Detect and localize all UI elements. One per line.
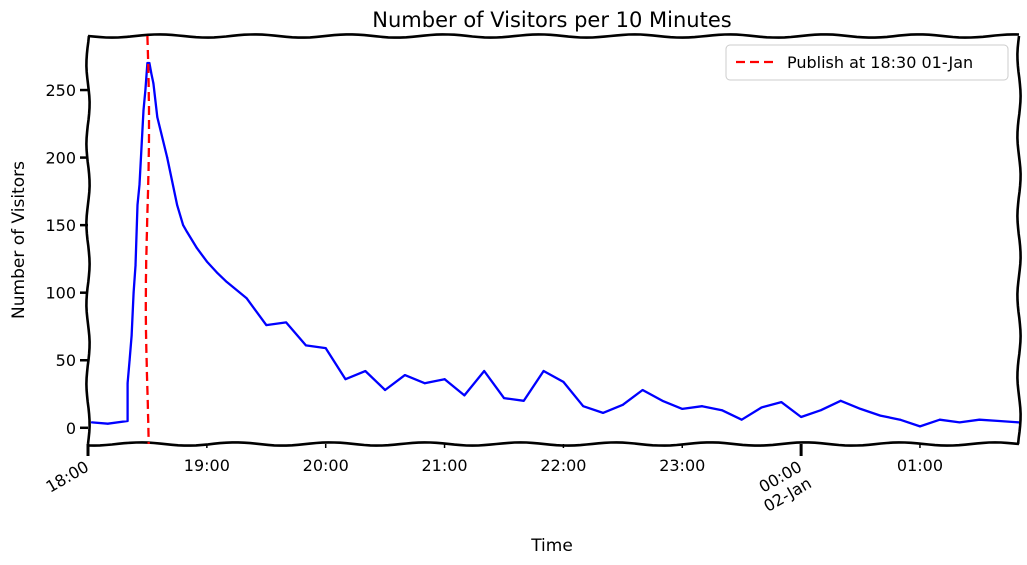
data-point	[182, 224, 185, 227]
x-tick-label: 23:00	[659, 456, 705, 475]
data-point	[225, 280, 228, 283]
data-point	[152, 82, 155, 85]
chart-title: Number of Visitors per 10 Minutes	[372, 8, 731, 32]
data-point	[142, 109, 145, 112]
series-line-visitors	[90, 61, 1019, 428]
data-point	[166, 156, 169, 159]
data-point	[126, 382, 129, 385]
data-point	[978, 418, 981, 421]
y-tick-label: 100	[45, 284, 76, 303]
x-tick-label: 21:00	[421, 456, 467, 475]
data-point	[148, 62, 151, 65]
data-point	[403, 374, 406, 377]
data-point	[740, 418, 743, 421]
data-point	[265, 324, 268, 327]
data-point	[463, 394, 466, 397]
x-tick-label: 22:00	[540, 456, 586, 475]
y-tick-label: 250	[45, 81, 76, 100]
data-point	[156, 116, 159, 119]
data-point	[879, 414, 882, 417]
data-point	[195, 247, 198, 250]
legend-entry-publish: Publish at 18:30 01-Jan	[787, 53, 973, 72]
data-point	[720, 409, 723, 412]
x-tick-label: 19:00	[184, 456, 230, 475]
data-point	[641, 388, 644, 391]
data-point	[150, 72, 153, 75]
data-point	[483, 370, 486, 373]
data-point	[186, 230, 189, 233]
data-point	[899, 418, 902, 421]
y-tick-label: 200	[45, 149, 76, 168]
data-point	[384, 388, 387, 391]
data-point	[138, 183, 141, 186]
data-point	[130, 334, 133, 337]
data-point	[701, 405, 704, 408]
x-tick-label: 00:0002-Jan	[751, 457, 815, 516]
data-point	[681, 407, 684, 410]
data-point	[562, 380, 565, 383]
data-point	[106, 422, 109, 425]
data-point	[819, 409, 822, 412]
x-tick-label: 01:00	[897, 456, 943, 475]
x-axis: 18:00 19:00 20:00 21:00 22:00 23:00 00:0002-Ja…	[43, 444, 943, 516]
data-point	[146, 62, 149, 65]
y-tick-label: 150	[45, 216, 76, 235]
data-point	[126, 420, 129, 423]
plot-frame	[85, 33, 1022, 447]
data-point	[132, 291, 135, 294]
y-axis: 0 50 100 150 200 250	[45, 81, 88, 438]
data-point	[134, 264, 137, 267]
y-tick-label: 0	[66, 419, 76, 438]
data-point	[443, 378, 446, 381]
data-point	[958, 421, 961, 424]
y-axis-label: Number of Visitors	[9, 161, 29, 319]
data-point	[918, 425, 921, 428]
data-point	[176, 203, 179, 206]
data-point	[304, 344, 307, 347]
data-point	[780, 401, 783, 404]
data-point	[582, 405, 585, 408]
data-point	[621, 403, 624, 406]
data-point	[344, 378, 347, 381]
data-point	[423, 382, 426, 385]
data-point	[839, 399, 842, 402]
data-point	[800, 415, 803, 418]
data-point	[364, 370, 367, 373]
legend: Publish at 18:30 01-Jan	[725, 44, 1009, 81]
data-point	[324, 347, 327, 350]
data-point	[205, 260, 208, 263]
x-tick-label: 18:00	[43, 457, 92, 497]
data-point	[542, 370, 545, 373]
data-point	[602, 411, 605, 414]
data-point	[998, 420, 1001, 423]
data-point	[760, 406, 763, 409]
data-point	[144, 89, 147, 92]
data-point	[215, 271, 218, 274]
series-line-publish	[144, 36, 151, 444]
data-point	[859, 407, 862, 410]
data-point	[245, 297, 248, 300]
data-point	[938, 418, 941, 421]
legend-box	[725, 44, 1009, 81]
x-tick-label: 20:00	[303, 456, 349, 475]
y-tick-label: 50	[56, 351, 76, 370]
data-point	[136, 203, 139, 206]
data-point	[128, 359, 131, 362]
data-point	[661, 399, 664, 402]
data-point	[502, 397, 505, 400]
x-axis-label: Time	[530, 536, 573, 556]
data-point	[1018, 421, 1019, 424]
data-point	[90, 421, 93, 424]
data-point	[285, 321, 288, 324]
data-point	[522, 399, 525, 402]
